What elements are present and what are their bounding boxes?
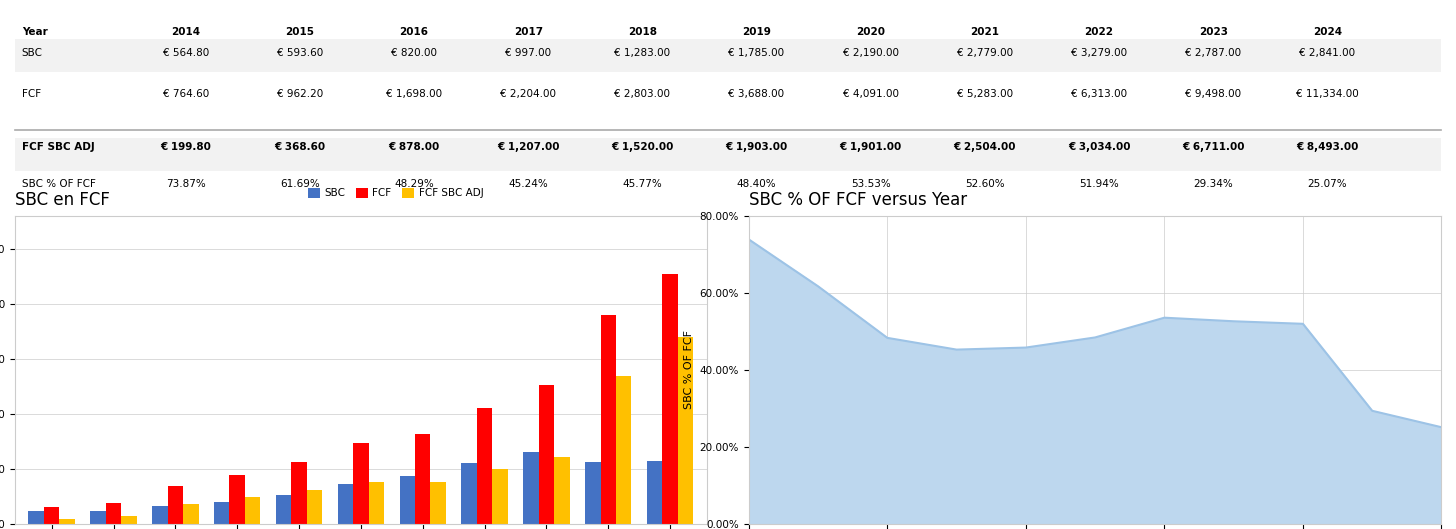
Text: 45.24%: 45.24% (508, 179, 547, 189)
Bar (90, 510, 106, 524)
Text: FCF: FCF (22, 88, 41, 98)
Bar (167, 486, 183, 524)
Text: € 878.00: € 878.00 (389, 142, 440, 152)
Text: € 962.20: € 962.20 (277, 88, 323, 98)
Bar (662, 275, 678, 524)
Text: € 2,204.00: € 2,204.00 (501, 88, 556, 98)
Bar (431, 482, 446, 524)
Bar (121, 516, 137, 524)
Text: € 199.80: € 199.80 (160, 142, 211, 152)
FancyBboxPatch shape (15, 138, 1441, 171)
Text: € 2,787.00: € 2,787.00 (1185, 48, 1241, 58)
Text: € 2,841.00: € 2,841.00 (1299, 48, 1356, 58)
Text: SBC % OF FCF: SBC % OF FCF (22, 179, 96, 189)
Y-axis label: SBC % OF FCF: SBC % OF FCF (684, 330, 695, 409)
Bar (616, 376, 632, 524)
Text: SBC % OF FCF versus Year: SBC % OF FCF versus Year (748, 191, 967, 209)
Bar (106, 503, 121, 524)
Text: 2015: 2015 (285, 27, 314, 37)
Text: 2016: 2016 (399, 27, 428, 37)
Bar (555, 457, 569, 524)
Text: € 593.60: € 593.60 (277, 48, 323, 58)
Text: € 564.80: € 564.80 (163, 48, 208, 58)
Text: 73.87%: 73.87% (166, 179, 205, 189)
Text: 45.77%: 45.77% (623, 179, 662, 189)
Text: € 3,688.00: € 3,688.00 (728, 88, 785, 98)
Bar (646, 461, 662, 524)
Text: € 820.00: € 820.00 (392, 48, 437, 58)
Text: € 1,283.00: € 1,283.00 (614, 48, 670, 58)
Text: 2017: 2017 (514, 27, 543, 37)
Bar (338, 485, 354, 524)
Text: 51.94%: 51.94% (1079, 179, 1118, 189)
Bar (585, 462, 600, 524)
Text: 2019: 2019 (743, 27, 772, 37)
Text: 2024: 2024 (1313, 27, 1342, 37)
Text: € 5,283.00: € 5,283.00 (957, 88, 1013, 98)
Text: 48.40%: 48.40% (737, 179, 776, 189)
Bar (523, 452, 539, 524)
Bar (539, 385, 555, 524)
Text: € 1,698.00: € 1,698.00 (386, 88, 443, 98)
Bar (291, 462, 307, 524)
Text: 2014: 2014 (172, 27, 201, 37)
Text: 25.07%: 25.07% (1307, 179, 1347, 189)
Text: 48.29%: 48.29% (395, 179, 434, 189)
Bar (214, 502, 230, 524)
Bar (368, 482, 384, 524)
Text: € 11,334.00: € 11,334.00 (1296, 88, 1358, 98)
Text: € 1,520.00: € 1,520.00 (612, 142, 674, 152)
Text: 2020: 2020 (856, 27, 885, 37)
Text: SBC en FCF: SBC en FCF (15, 191, 109, 209)
Text: € 4,091.00: € 4,091.00 (843, 88, 898, 98)
Text: € 3,034.00: € 3,034.00 (1067, 142, 1130, 152)
Bar (600, 315, 616, 524)
Text: € 2,190.00: € 2,190.00 (843, 48, 898, 58)
Bar (60, 519, 74, 524)
Bar (307, 490, 322, 524)
Text: € 368.60: € 368.60 (274, 142, 326, 152)
Text: FCF SBC ADJ: FCF SBC ADJ (22, 142, 95, 152)
Bar (462, 462, 478, 524)
FancyBboxPatch shape (15, 39, 1441, 72)
Text: € 6,711.00: € 6,711.00 (1182, 142, 1245, 152)
Bar (478, 407, 492, 524)
Text: € 997.00: € 997.00 (505, 48, 552, 58)
Bar (29, 512, 44, 524)
Bar (492, 469, 508, 524)
Text: € 2,779.00: € 2,779.00 (957, 48, 1013, 58)
Bar (44, 507, 60, 524)
Text: € 764.60: € 764.60 (163, 88, 208, 98)
Text: 52.60%: 52.60% (965, 179, 1005, 189)
Text: € 2,803.00: € 2,803.00 (614, 88, 670, 98)
Text: € 1,901.00: € 1,901.00 (840, 142, 901, 152)
Text: 29.34%: 29.34% (1194, 179, 1233, 189)
Bar (415, 434, 431, 524)
Text: 53.53%: 53.53% (850, 179, 891, 189)
Text: Year: Year (22, 27, 48, 37)
Bar (275, 496, 291, 524)
Bar (230, 475, 245, 524)
Text: 2021: 2021 (970, 27, 999, 37)
Text: € 1,785.00: € 1,785.00 (728, 48, 785, 58)
Text: SBC: SBC (22, 48, 42, 58)
Text: 2018: 2018 (628, 27, 657, 37)
Text: € 1,207.00: € 1,207.00 (496, 142, 559, 152)
Bar (354, 443, 368, 524)
Text: € 9,498.00: € 9,498.00 (1185, 88, 1241, 98)
Text: € 6,313.00: € 6,313.00 (1072, 88, 1127, 98)
Legend: SBC, FCF, FCF SBC ADJ: SBC, FCF, FCF SBC ADJ (303, 184, 488, 203)
Text: € 2,504.00: € 2,504.00 (954, 142, 1016, 152)
Text: € 3,279.00: € 3,279.00 (1072, 48, 1127, 58)
Bar (245, 497, 261, 524)
Bar (183, 505, 198, 524)
Text: 2023: 2023 (1198, 27, 1227, 37)
Bar (678, 337, 693, 524)
Text: 61.69%: 61.69% (280, 179, 320, 189)
Text: € 1,903.00: € 1,903.00 (725, 142, 788, 152)
Bar (399, 476, 415, 524)
Text: € 8,493.00: € 8,493.00 (1296, 142, 1358, 152)
Text: 2022: 2022 (1085, 27, 1114, 37)
Bar (153, 506, 167, 524)
